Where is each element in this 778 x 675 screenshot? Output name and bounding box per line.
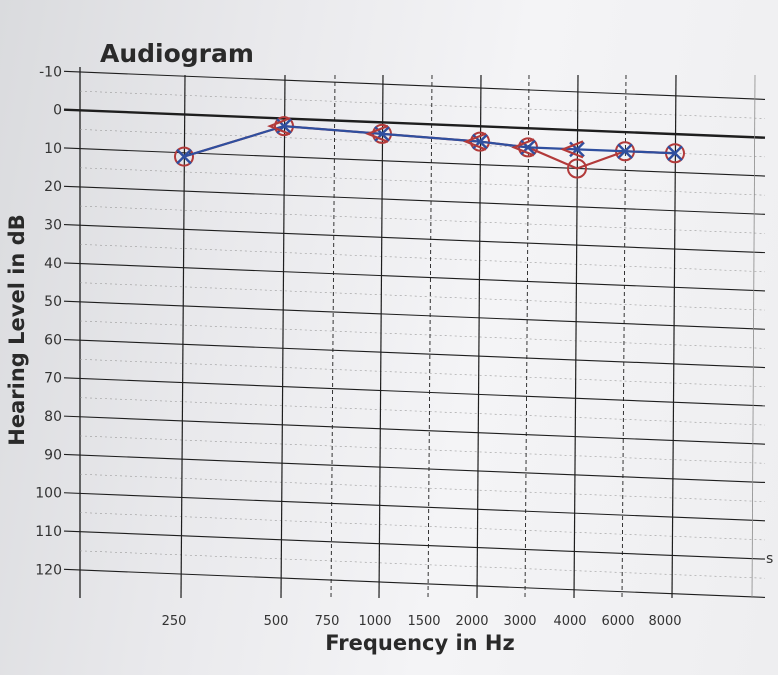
bracket-marker	[463, 132, 487, 151]
h-minor-line	[79, 167, 766, 196]
plot-series	[174, 116, 685, 179]
h-minor-line	[79, 359, 766, 388]
y-tick-label: 80	[44, 409, 62, 425]
h-minor-line	[79, 320, 766, 349]
h-minor-line	[79, 244, 766, 273]
h-grid-line	[63, 530, 766, 560]
v-grid-line	[621, 74, 627, 599]
h-grid-line	[63, 453, 766, 484]
x-tick-label: 8000	[648, 614, 681, 629]
series-line	[183, 125, 676, 158]
h-minor-line	[79, 473, 766, 502]
y-tick-labels: -10 0 10 20 30 40 50 60 70 80 90 100 110 120	[35, 64, 62, 578]
bracket-marker	[560, 140, 584, 159]
h-minor-line	[79, 90, 766, 119]
h-minor-line	[79, 435, 766, 464]
v-grid-line	[427, 74, 433, 599]
v-grid-line	[476, 74, 482, 599]
right-border-line	[751, 74, 756, 599]
h-grid-line	[63, 568, 766, 598]
bracket-marker	[511, 138, 535, 157]
y-tick-label: 90	[44, 447, 62, 463]
h-grid-line	[63, 185, 766, 215]
x-tick-label: 750	[315, 614, 340, 629]
chart-title: Audiogram	[100, 39, 254, 68]
y-tick-label: 70	[44, 371, 62, 387]
h-grid-line	[63, 262, 766, 292]
x-tick-label: 250	[162, 614, 187, 629]
x-tick-label: 1500	[407, 614, 440, 629]
h-grid-line	[63, 377, 766, 407]
x-marker	[667, 145, 683, 162]
grid-lines	[63, 67, 766, 599]
y-tick-label: 40	[44, 256, 62, 272]
circle-marker	[174, 146, 194, 167]
x-tick-labels: 250 500 750 1000 1500 2000 3000 4000 6000 8000	[162, 614, 682, 629]
h-minor-line	[79, 512, 766, 541]
x-tick-label: 2000	[455, 614, 488, 629]
v-grid-line	[573, 74, 579, 599]
x-tick-label: 500	[264, 614, 289, 629]
x-tick-label: 1000	[358, 614, 391, 629]
h-minor-line	[79, 205, 766, 234]
v-grid-line	[180, 74, 186, 599]
v-grid-line	[378, 74, 384, 599]
y-tick-label: 0	[53, 103, 62, 119]
v-grid-line	[524, 74, 530, 599]
circle-marker	[567, 158, 587, 179]
h-grid-line	[63, 70, 766, 100]
h-grid-line	[63, 108, 766, 139]
h-grid-line	[63, 224, 766, 254]
x-marker	[617, 143, 633, 160]
y-tick-label: -10	[39, 64, 62, 80]
bracket-marker	[267, 117, 291, 136]
h-grid-line	[63, 415, 766, 445]
edge-fragment: s	[766, 551, 773, 567]
v-grid-line	[280, 74, 286, 599]
x-axis-label: Frequency in Hz	[325, 631, 514, 655]
y-tick-label: 30	[44, 218, 62, 234]
h-grid-line	[63, 338, 766, 369]
y-tick-label: 100	[35, 486, 62, 502]
y-axis-label: Hearing Level in dB	[5, 214, 29, 445]
y-tick-label: 20	[44, 179, 62, 195]
h-grid-line	[63, 492, 766, 522]
v-grid-line	[330, 74, 336, 599]
h-minor-line	[79, 550, 766, 579]
y-tick-label: 60	[44, 332, 62, 348]
h-minor-line	[79, 282, 766, 311]
x-tick-label: 3000	[503, 614, 536, 629]
y-tick-label: 110	[35, 524, 62, 540]
h-minor-line	[79, 397, 766, 426]
y-tick-label: 50	[44, 294, 62, 310]
y-tick-label: 120	[35, 562, 62, 578]
x-marker	[176, 148, 192, 165]
y-tick-label: 10	[44, 141, 62, 157]
x-tick-label: 4000	[553, 614, 586, 629]
bracket-marker	[365, 124, 389, 143]
x-tick-label: 6000	[601, 614, 634, 629]
h-grid-line	[63, 300, 766, 330]
